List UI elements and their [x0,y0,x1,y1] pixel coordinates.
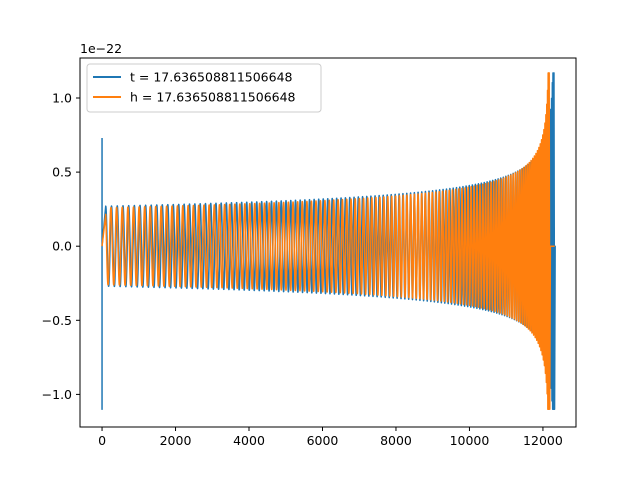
x-tick-label: 12000 [523,433,563,448]
series-h [101,72,555,410]
y-tick-label: 0.0 [52,239,72,254]
axes-frame [79,57,577,428]
y-tick-label: −0.5 [42,313,72,328]
x-tick-label: 2000 [160,433,192,448]
y-tick-label: −1.0 [42,387,72,402]
y-offset-text: 1e−22 [80,41,122,56]
x-tick-label: 8000 [380,433,412,448]
x-tick-label: 4000 [233,433,265,448]
legend-box [86,63,322,113]
y-axis: 1.0 0.5 0.0 −0.5 −1.0 [42,91,80,402]
legend-label: t = 17.636508811506648 [130,70,293,85]
y-tick-label: 1.0 [52,91,72,106]
x-tick-label: 0 [98,433,106,448]
plot-area [101,72,556,410]
legend-label: h = 17.636508811506648 [130,90,296,105]
legend: t = 17.636508811506648 h = 17.63650881150… [86,63,322,113]
series-line [101,72,555,410]
x-tick-label: 6000 [307,433,339,448]
y-tick-label: 0.5 [52,165,72,180]
x-tick-label: 10000 [450,433,490,448]
x-axis: 0 2000 4000 6000 8000 10000 12000 [98,427,563,448]
